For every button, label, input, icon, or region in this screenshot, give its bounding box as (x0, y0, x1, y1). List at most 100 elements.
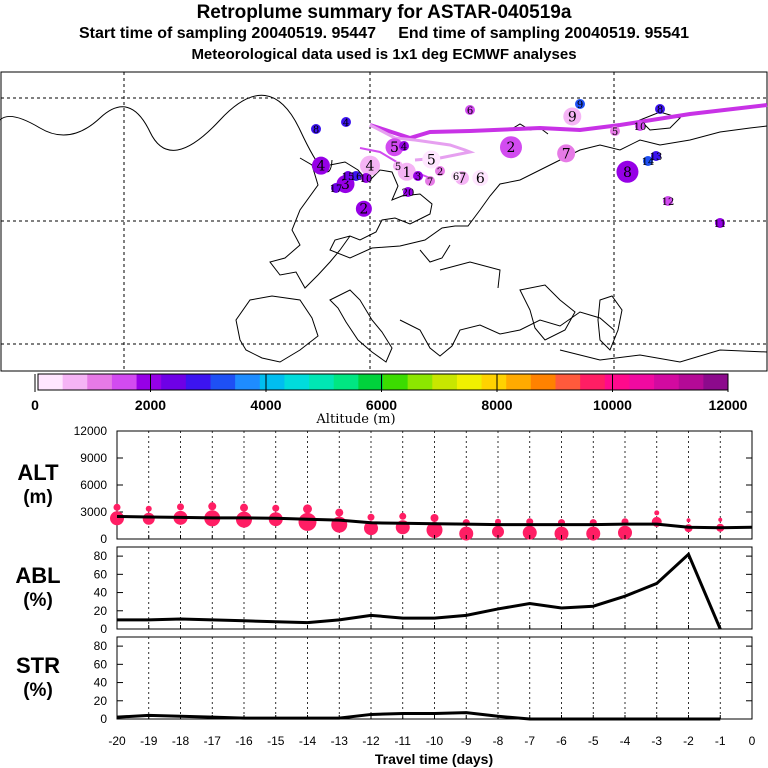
xtick--13: -13 (331, 734, 349, 748)
altitude-dot-4 (236, 511, 252, 528)
altitude-dot-upper-5 (272, 504, 280, 512)
x-axis-label: Travel time (days) (375, 751, 493, 767)
colorbar-tick-10000: 10000 (593, 397, 632, 413)
colorbar-cell (62, 374, 88, 390)
italy-coast (329, 289, 393, 363)
traj-point-17 (435, 166, 445, 176)
colorbar-cell (383, 374, 409, 390)
xtick--20: -20 (108, 734, 126, 748)
altitude-dot-11 (459, 526, 474, 541)
arctic-island-2 (639, 111, 681, 131)
yunit-str: (%) (23, 680, 53, 701)
colorbar-cell (185, 374, 211, 390)
altitude-dot-1 (142, 512, 155, 525)
altitude-dot-upper-4 (240, 503, 248, 512)
altitude-dot-6 (298, 512, 317, 531)
plume-marker-4 (360, 155, 380, 176)
colorbar-cell (678, 374, 704, 390)
altitude-dot-upper-2 (177, 503, 184, 511)
plume-marker-8 (472, 169, 489, 186)
ytick-alt-12000: 12000 (74, 424, 108, 438)
altitude-dot-10 (426, 522, 443, 538)
altitude-dot-upper-7 (335, 508, 344, 517)
altitude-dot-0 (110, 511, 124, 526)
traj-label-14: 5 (395, 162, 401, 173)
colorbar-cell (456, 374, 483, 390)
traj-point-1 (341, 117, 351, 127)
colorbar-tick-4000: 4000 (250, 397, 281, 413)
colorbar-cell (530, 374, 556, 390)
plume-label-2: 3 (341, 177, 350, 193)
black-sea (519, 284, 576, 341)
plume-trajectory (369, 103, 768, 141)
traj-point-14 (393, 161, 403, 171)
colorbar-cell (555, 374, 581, 390)
traj-point-5 (351, 171, 361, 181)
british-isles (269, 157, 351, 289)
panel-str: 0 20 40 60 80 STR(%) (16, 636, 753, 726)
traj-point-2 (311, 124, 321, 134)
xtick--17: -17 (204, 734, 222, 748)
altitude-dot-upper-18 (686, 518, 691, 523)
plume-label-7: 7 (457, 171, 466, 187)
xtick--10: -10 (426, 734, 444, 748)
iberia-coast (235, 295, 319, 363)
caspian-sea (597, 295, 623, 351)
xtick--14: -14 (299, 734, 317, 748)
traj-label-20: 10 (634, 122, 647, 133)
altitude-dot-upper-17 (654, 510, 660, 516)
plume-marker-1 (499, 136, 522, 159)
colorbar-cell (358, 374, 384, 390)
traj-label-7: 17 (330, 184, 343, 195)
ylabel-str: STR (16, 653, 60, 678)
sampling-times: Start time of sampling 20040519. 95447 E… (78, 25, 690, 42)
colorbar-tick-6000: 6000 (366, 397, 397, 413)
altitude-dot-upper-6 (303, 504, 312, 514)
altitude-dot-upper-9 (399, 512, 407, 520)
traj-label-13: 11 (714, 219, 727, 230)
colorbar-cell (580, 374, 606, 390)
traj-label-4: 4 (401, 142, 407, 153)
colorbar-tick-0: 0 (31, 397, 39, 413)
series-line-alt (116, 515, 753, 530)
altitude-dot-upper-19 (718, 517, 723, 522)
traj-label-16: 7 (427, 177, 433, 188)
colorbar-cell (309, 374, 335, 390)
traj-point-13 (715, 218, 725, 228)
traj-point-0 (465, 105, 475, 115)
colorbar-cell (604, 374, 630, 390)
traj-point-10 (663, 196, 673, 206)
ytick-str-80: 80 (94, 639, 108, 653)
xtick-0: 0 (749, 734, 756, 748)
colorbar-cell (210, 374, 236, 390)
traj-label-5: 16 (350, 172, 363, 183)
altitude-dot-13 (522, 525, 537, 540)
traj-point-7 (331, 183, 341, 193)
balkans-coast (399, 311, 615, 357)
xtick--1: -1 (715, 734, 726, 748)
traj-point-11 (643, 156, 653, 166)
xtick--15: -15 (267, 734, 285, 748)
coastlines (0, 94, 768, 363)
colorbar-cell (136, 374, 162, 390)
x-tick-labels: -20 -19 -18 -17 -16 -15 -14 -13 -12 -11 -10 -9 -8 -7-… (108, 734, 755, 748)
time-series-panels: 030006000900012000ALT(m)020406080ABL(%)0… (15, 424, 755, 748)
ytick-str-40: 40 (94, 676, 108, 690)
plume-trajectory-2 (369, 123, 476, 162)
altitude-dot-15 (586, 526, 601, 541)
traj-point-8 (361, 173, 371, 183)
map-grid (1, 72, 767, 371)
ylabel-alt: ALT (17, 460, 59, 485)
colorbar-tick-12000: 12000 (709, 397, 748, 413)
traj-point-21 (610, 126, 620, 136)
traj-label-6: 15 (342, 172, 355, 183)
traj-label-19: 8 (657, 105, 663, 116)
plume-label-6: 5 (427, 153, 436, 169)
xtick--19: -19 (140, 734, 158, 748)
scandinavia-coast (329, 125, 768, 259)
series-line-str (116, 711, 721, 721)
ytick-abl-0: 0 (100, 622, 107, 636)
south-coast (559, 349, 768, 363)
